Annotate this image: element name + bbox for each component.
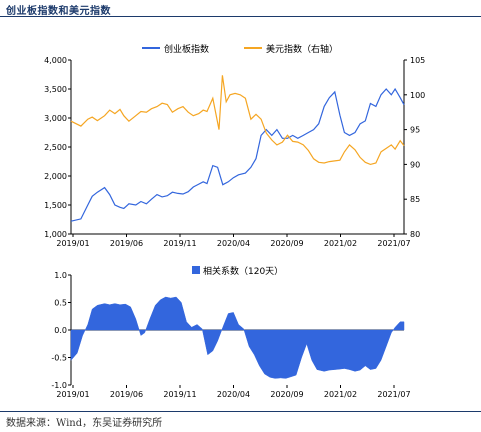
top-x-tick-labels: 2019/01 2019/06 2019/11 2020/04 2020/09 2021/… (56, 234, 411, 248)
top-left-tick-labels: 1,000 1,500 2,000 2,500 3,000 3,500 4,000 (44, 56, 71, 239)
top-left-tick-label: 1,500 (44, 201, 67, 210)
top-x-tick-label: 2020/09 (270, 239, 303, 248)
page-title: 创业板指数和美元指数 (6, 6, 111, 17)
bottom-x-tick-label: 2021/07 (377, 390, 410, 399)
source-note: 数据来源：Wind，东吴证券研究所 (6, 418, 163, 429)
top-left-tick-label: 3,000 (44, 114, 67, 123)
bottom-y-tick-label: 0.0 (54, 326, 67, 335)
bottom-y-tick-label: -0.5 (51, 354, 67, 363)
top-right-tick-label: 90 (410, 160, 420, 169)
bottom-x-tick-label: 2019/01 (56, 390, 89, 399)
top-left-tick-label: 2,500 (44, 143, 67, 152)
bottom-x-tick-labels: 2019/01 2019/06 2019/11 2020/04 2020/09 2021/… (56, 385, 411, 399)
top-right-tick-label: 100 (410, 91, 425, 100)
bottom-x-tick-label: 2020/09 (270, 390, 303, 399)
top-left-tick-label: 3,500 (44, 85, 67, 94)
title-rule (0, 16, 481, 17)
series-dxy-line (70, 75, 405, 166)
bottom-y-tick-labels: 1.0 0.5 0.0 -0.5 -1.0 (51, 271, 71, 390)
bottom-y-tick-label: -1.0 (51, 381, 67, 390)
legend-swatch-correlation (192, 266, 200, 274)
legend-label-correlation: 相关系数（120天） (203, 265, 283, 277)
series-correlation-area (70, 296, 405, 379)
legend-label-chinext: 创业板指数 (164, 43, 209, 55)
top-x-tick-label: 2019/01 (56, 239, 89, 248)
top-right-tick-labels: 80 85 90 95 100 105 (404, 56, 425, 239)
bottom-x-tick-label: 2019/06 (110, 390, 143, 399)
top-left-tick-label: 4,000 (44, 56, 67, 65)
top-x-tick-label: 2021/07 (377, 239, 410, 248)
top-legend: 创业板指数 美元指数（右轴） (142, 43, 338, 55)
bottom-y-tick-label: 1.0 (54, 271, 67, 280)
top-left-tick-label: 1,000 (44, 230, 67, 239)
legend-label-dxy: 美元指数（右轴） (266, 43, 338, 55)
bottom-y-tick-label: 0.5 (54, 299, 67, 308)
top-x-tick-label: 2021/02 (324, 239, 357, 248)
top-right-tick-label: 105 (410, 56, 425, 65)
bottom-x-tick-label: 2021/02 (324, 390, 357, 399)
footer-rule (0, 411, 481, 412)
top-right-tick-label: 95 (410, 126, 420, 135)
top-x-tick-label: 2019/11 (163, 239, 196, 248)
top-x-tick-label: 2020/04 (217, 239, 250, 248)
top-right-tick-label: 85 (410, 195, 420, 204)
bottom-x-tick-label: 2020/04 (217, 390, 250, 399)
top-left-tick-label: 2,000 (44, 172, 67, 181)
top-x-tick-label: 2019/06 (110, 239, 143, 248)
top-right-tick-label: 80 (410, 230, 420, 239)
top-chart: 1,000 1,500 2,000 2,500 3,000 3,500 4,000 80 85… (44, 43, 425, 248)
bottom-legend: 相关系数（120天） (192, 265, 283, 277)
bottom-x-tick-label: 2019/11 (163, 390, 196, 399)
series-chinext-line (70, 87, 405, 222)
bottom-chart: 1.00.50.0-0.5-1.0 2019/01 2019/06 2019/11 2… (51, 265, 410, 399)
